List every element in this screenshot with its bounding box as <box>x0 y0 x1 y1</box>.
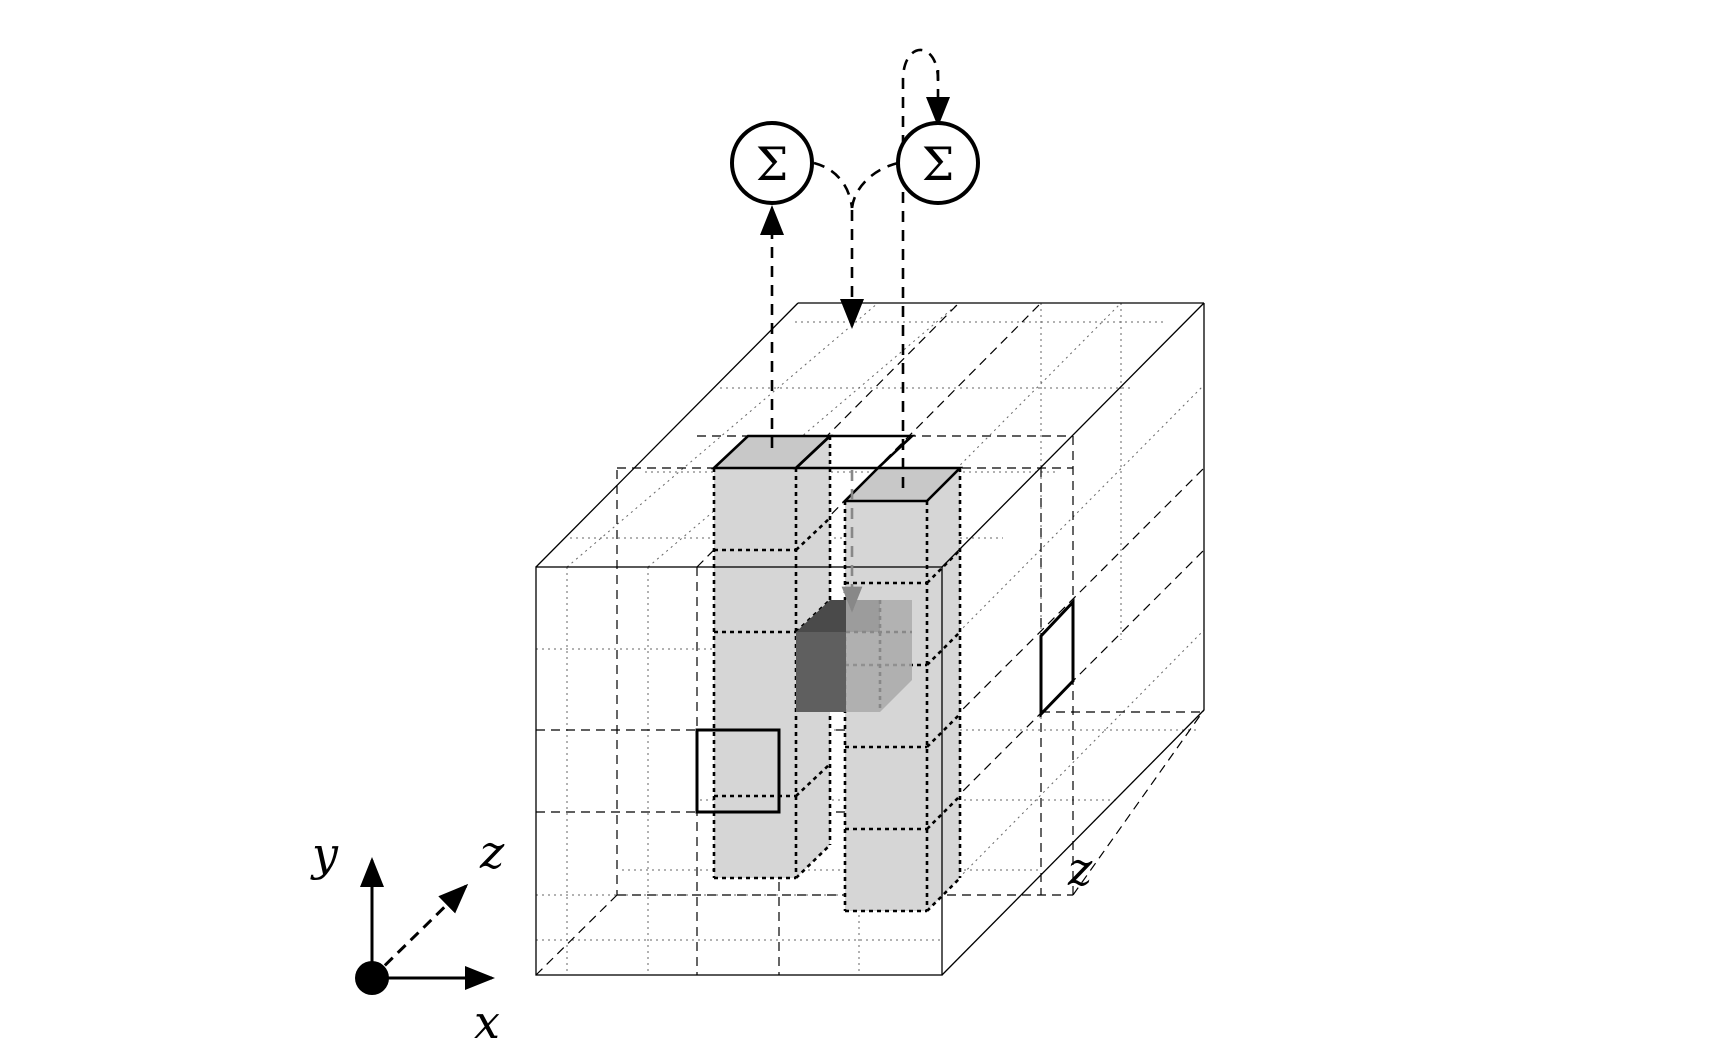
y-axis-label: y <box>310 827 339 881</box>
highlighted-cells <box>796 600 912 712</box>
sum-node-right: Σ <box>896 121 980 205</box>
side-face-highlight <box>1039 598 1075 718</box>
sum-node-left: Σ <box>730 121 814 205</box>
outer-cube <box>535 302 1205 976</box>
middle-column-top <box>792 434 916 470</box>
reduction-flows <box>760 48 950 613</box>
sum-node-left-label: Σ <box>756 137 789 191</box>
front-face-highlight <box>695 728 781 814</box>
z-axis-label: z <box>479 825 505 879</box>
cube-depth-label: z <box>1067 842 1093 896</box>
axes-indicator: y z x <box>310 825 505 1049</box>
x-axis-label: x <box>474 995 500 1049</box>
sum-node-right-label: Σ <box>922 137 955 191</box>
right-column <box>841 466 964 913</box>
